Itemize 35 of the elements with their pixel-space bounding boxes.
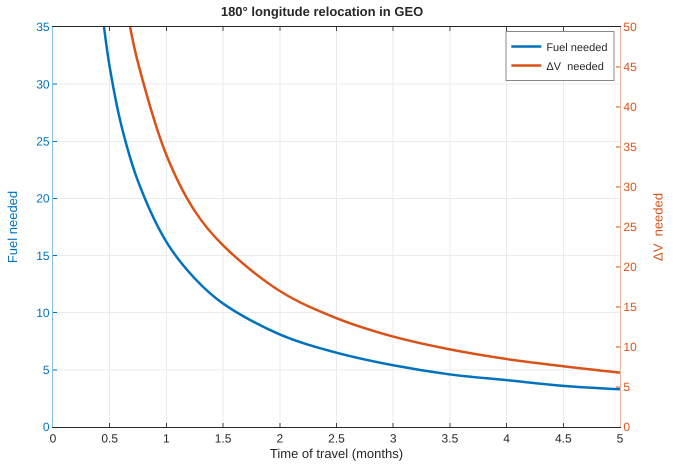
y2-axis-title: ΔV needed bbox=[650, 193, 666, 261]
y-tick-label: 10 bbox=[36, 306, 50, 320]
chart-title: 180° longitude relocation in GEO bbox=[220, 4, 424, 20]
y-tick-label: 30 bbox=[36, 77, 50, 92]
y2-tick-label: 30 bbox=[623, 180, 638, 194]
x-tick-label: 3.5 bbox=[442, 431, 459, 446]
y2-tick-label: 35 bbox=[623, 140, 638, 154]
x-tick-label: 1 bbox=[163, 431, 170, 446]
y-axis-title: Fuel needed bbox=[5, 190, 20, 264]
y2-tick-label: 5 bbox=[623, 380, 630, 394]
y-tick-label: 20 bbox=[36, 192, 50, 206]
x-tick-label: 2 bbox=[276, 431, 284, 446]
y-tick-label: 0 bbox=[42, 420, 50, 434]
y2-tick-label: 0 bbox=[623, 420, 630, 434]
x-tick-label: 3 bbox=[390, 431, 397, 446]
legend-label: ΔV needed bbox=[546, 60, 604, 73]
x-tick-label: 1.5 bbox=[214, 431, 232, 446]
y2-tick-label: 15 bbox=[623, 300, 638, 314]
y2-tick-label: 40 bbox=[623, 100, 638, 114]
x-tick-label: 5 bbox=[616, 431, 624, 446]
y2-tick-label: 50 bbox=[623, 20, 638, 34]
x-tick-label: 4 bbox=[503, 431, 510, 446]
y2-tick-label: 45 bbox=[623, 60, 638, 74]
y-tick-label: 15 bbox=[36, 248, 50, 263]
y-tick-label: 25 bbox=[36, 134, 50, 148]
y2-tick-label: 20 bbox=[623, 260, 638, 274]
y-tick-label: 5 bbox=[42, 363, 50, 378]
legend-label: Fuel needed bbox=[546, 42, 608, 54]
y2-tick-label: 25 bbox=[623, 220, 638, 234]
y-tick-label: 35 bbox=[36, 20, 50, 34]
x-tick-label: 4.5 bbox=[554, 431, 572, 446]
x-axis-title: Time of travel (months) bbox=[270, 446, 404, 461]
x-tick-label: 2.5 bbox=[328, 431, 346, 446]
y2-tick-label: 10 bbox=[623, 340, 638, 354]
x-tick-label: 0.5 bbox=[101, 431, 118, 446]
